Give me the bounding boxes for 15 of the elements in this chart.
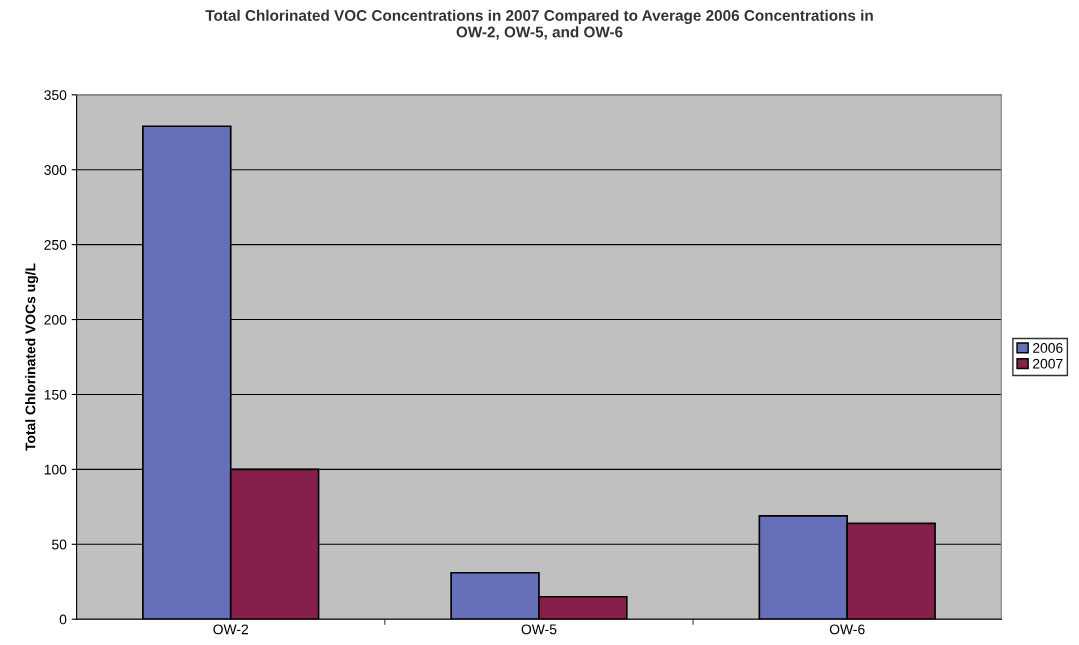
x-tick-label: OW-5 [521, 624, 557, 635]
y-tick-label: 50 [52, 539, 67, 550]
legend-label: 2007 [1033, 358, 1063, 369]
chart-title: Total Chlorinated VOC Concentrations in 2007 Compared to Average 2006 Concentrations in OW-2, OW-5, and OW-6 [205, 9, 873, 40]
y-tick-label: 0 [59, 614, 67, 625]
y-tick-label: 100 [44, 464, 67, 475]
y-tick-label: 250 [44, 239, 67, 250]
y-tick-label: 150 [44, 389, 67, 400]
x-tick-label: OW-6 [829, 624, 865, 635]
y-tick-label: 200 [44, 314, 67, 325]
y-tick-label: 300 [44, 165, 67, 175]
legend-label: 2006 [1033, 343, 1063, 353]
y-axis-title: Total Chlorinated VOCs ug/L [25, 263, 39, 451]
x-tick-label: OW-2 [213, 624, 249, 635]
y-tick-label: 350 [44, 90, 67, 100]
